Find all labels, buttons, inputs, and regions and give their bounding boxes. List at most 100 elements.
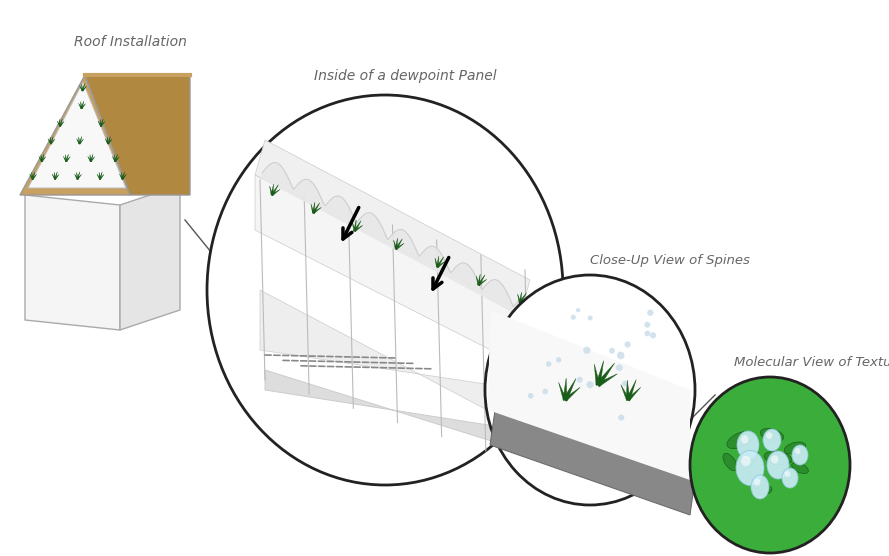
Polygon shape: [435, 258, 438, 267]
Ellipse shape: [727, 431, 753, 449]
Polygon shape: [32, 172, 33, 179]
Polygon shape: [76, 138, 80, 144]
Polygon shape: [41, 154, 44, 162]
Polygon shape: [311, 204, 314, 213]
Polygon shape: [81, 103, 85, 109]
Polygon shape: [63, 156, 67, 162]
Polygon shape: [596, 363, 614, 386]
Circle shape: [528, 393, 533, 399]
Polygon shape: [48, 138, 52, 144]
Polygon shape: [79, 136, 82, 144]
Polygon shape: [91, 157, 95, 162]
Polygon shape: [82, 86, 86, 91]
Text: Molecular View of Texture: Molecular View of Texture: [734, 356, 889, 369]
Polygon shape: [90, 155, 92, 162]
Polygon shape: [100, 119, 101, 126]
Polygon shape: [490, 410, 695, 515]
Text: Roof Installation: Roof Installation: [74, 35, 187, 49]
Circle shape: [624, 341, 631, 348]
Polygon shape: [78, 103, 82, 109]
Ellipse shape: [736, 450, 764, 485]
Ellipse shape: [767, 451, 789, 479]
Polygon shape: [100, 175, 104, 180]
Polygon shape: [98, 121, 101, 126]
Circle shape: [576, 308, 581, 312]
Polygon shape: [626, 380, 629, 400]
Polygon shape: [627, 388, 641, 401]
Ellipse shape: [782, 468, 798, 488]
Polygon shape: [354, 225, 363, 232]
Polygon shape: [519, 297, 528, 304]
Ellipse shape: [785, 471, 790, 477]
Polygon shape: [51, 136, 53, 144]
Ellipse shape: [741, 456, 750, 466]
Circle shape: [546, 361, 551, 367]
Polygon shape: [57, 121, 60, 126]
Polygon shape: [108, 136, 110, 144]
Polygon shape: [519, 292, 522, 303]
Polygon shape: [54, 175, 59, 180]
Polygon shape: [595, 364, 600, 385]
Polygon shape: [50, 137, 52, 144]
Polygon shape: [66, 157, 70, 162]
Ellipse shape: [754, 479, 760, 486]
Polygon shape: [100, 172, 102, 180]
Polygon shape: [100, 119, 103, 126]
Ellipse shape: [771, 455, 779, 464]
Polygon shape: [478, 279, 487, 286]
Polygon shape: [108, 139, 112, 144]
Polygon shape: [436, 261, 445, 268]
Circle shape: [556, 357, 561, 363]
Polygon shape: [271, 185, 278, 196]
Polygon shape: [354, 221, 361, 232]
Polygon shape: [76, 172, 80, 180]
Ellipse shape: [765, 451, 792, 465]
Polygon shape: [395, 239, 403, 250]
Ellipse shape: [752, 485, 772, 495]
Polygon shape: [519, 293, 526, 304]
Text: Inside of a dewpoint Panel: Inside of a dewpoint Panel: [314, 69, 496, 83]
Polygon shape: [82, 84, 84, 91]
Polygon shape: [79, 139, 84, 144]
Ellipse shape: [748, 470, 766, 486]
Polygon shape: [436, 256, 439, 267]
Polygon shape: [20, 75, 130, 195]
Polygon shape: [77, 175, 82, 180]
Polygon shape: [396, 244, 404, 250]
Polygon shape: [488, 310, 690, 480]
Polygon shape: [75, 174, 78, 180]
Polygon shape: [563, 379, 576, 401]
Ellipse shape: [741, 435, 749, 444]
Circle shape: [542, 389, 549, 394]
Polygon shape: [29, 174, 33, 180]
Polygon shape: [260, 290, 525, 430]
Polygon shape: [312, 202, 315, 213]
Polygon shape: [271, 184, 274, 195]
Circle shape: [571, 315, 576, 320]
Polygon shape: [119, 174, 123, 180]
Polygon shape: [28, 82, 126, 188]
Polygon shape: [477, 275, 485, 286]
Polygon shape: [265, 370, 520, 450]
Polygon shape: [100, 121, 105, 127]
Circle shape: [577, 377, 583, 383]
Polygon shape: [66, 155, 67, 162]
Ellipse shape: [792, 445, 808, 465]
Circle shape: [588, 315, 593, 320]
Polygon shape: [621, 385, 629, 401]
Ellipse shape: [763, 429, 781, 451]
Polygon shape: [122, 172, 123, 179]
Polygon shape: [82, 83, 84, 91]
Polygon shape: [41, 157, 46, 162]
Polygon shape: [395, 238, 397, 249]
Polygon shape: [596, 361, 604, 385]
Ellipse shape: [751, 475, 769, 499]
Circle shape: [618, 415, 624, 421]
Polygon shape: [255, 140, 530, 315]
Polygon shape: [271, 190, 280, 196]
Circle shape: [616, 364, 622, 371]
Polygon shape: [90, 154, 93, 162]
Polygon shape: [122, 172, 124, 180]
Polygon shape: [51, 139, 55, 144]
Polygon shape: [32, 175, 36, 180]
